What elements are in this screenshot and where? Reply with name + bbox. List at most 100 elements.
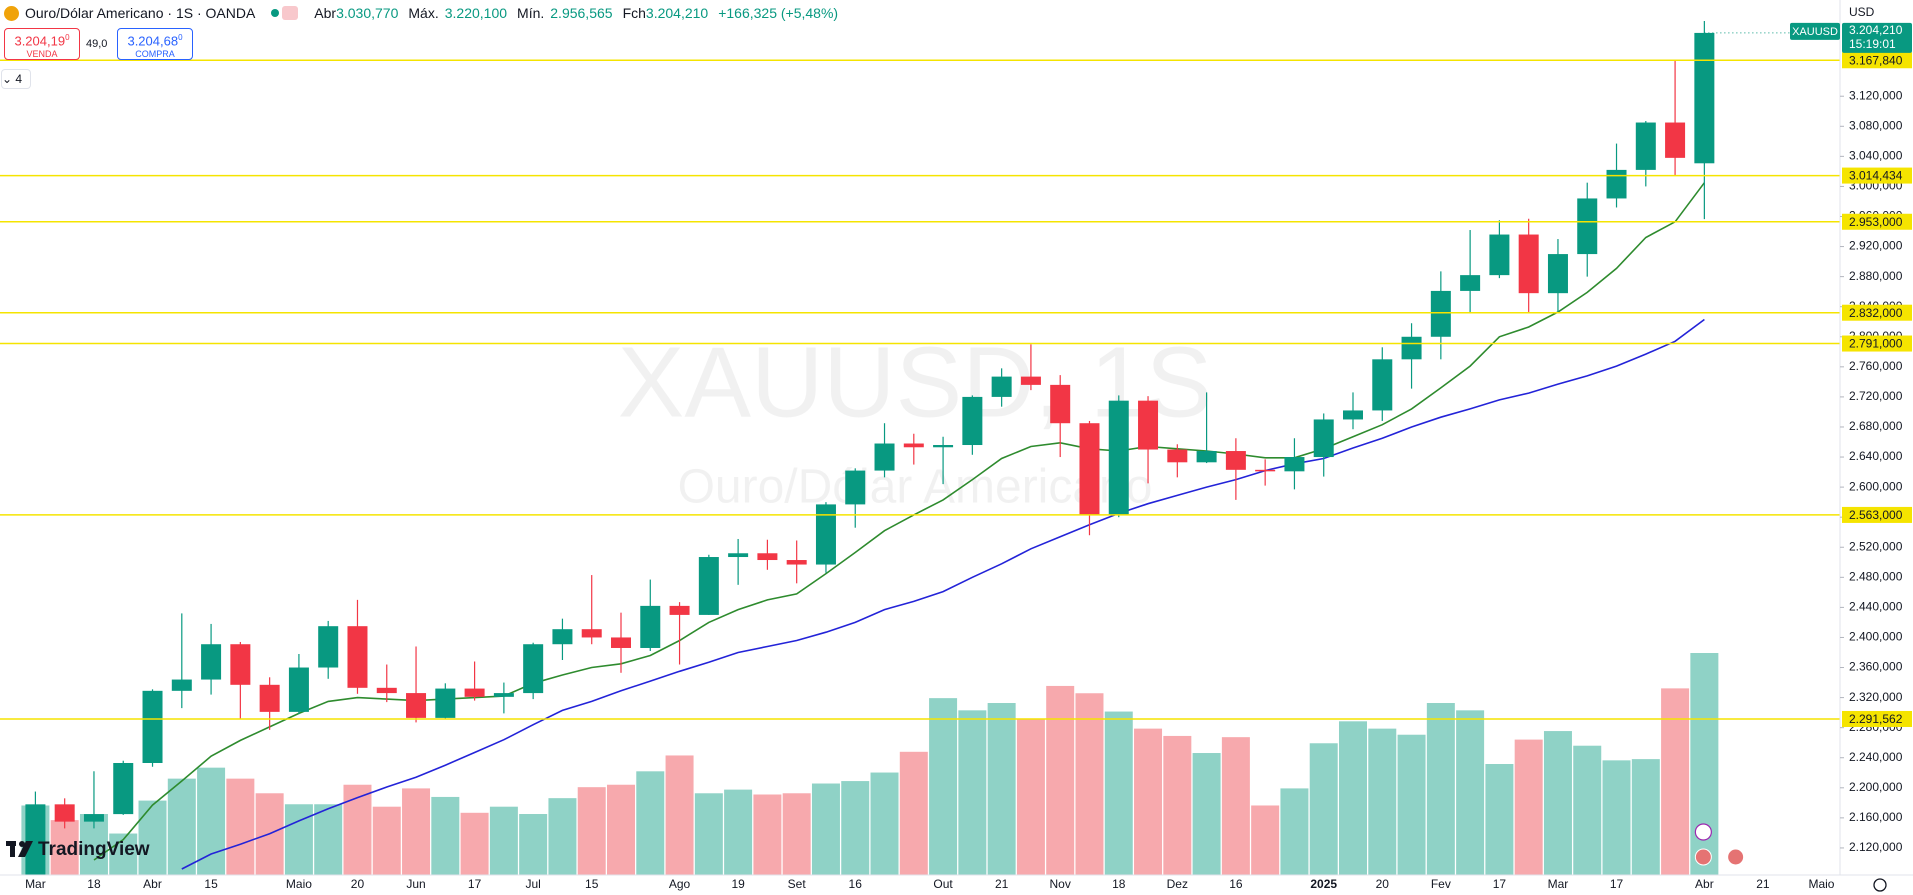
horizontal-line-label: 3.167,840 bbox=[1849, 53, 1903, 67]
candle-body bbox=[1167, 449, 1188, 463]
volume-bar bbox=[870, 772, 899, 875]
candle-body bbox=[493, 693, 514, 697]
y-tick-label: 2.520,000 bbox=[1849, 539, 1903, 553]
volume-bar bbox=[402, 788, 431, 875]
candle-body bbox=[962, 396, 983, 446]
high-value: 3.220,100 bbox=[444, 5, 508, 21]
sell-price-sup: 0 bbox=[65, 33, 70, 42]
logo-mark bbox=[10, 841, 15, 857]
y-tick-label: 3.120,000 bbox=[1849, 88, 1903, 102]
watermark-description: Ouro/Dólar Americano bbox=[678, 461, 1153, 514]
candle-body bbox=[54, 804, 75, 822]
volume-bar bbox=[343, 784, 372, 875]
candle-body bbox=[874, 443, 895, 471]
candle-body bbox=[1694, 32, 1715, 164]
volume-bar bbox=[1192, 753, 1221, 875]
close-label: Fch bbox=[622, 5, 646, 21]
high-label: Máx. bbox=[408, 5, 439, 21]
x-tick-label: Ago bbox=[669, 877, 691, 891]
volume-bar bbox=[694, 793, 723, 875]
y-tick-label: 2.160,000 bbox=[1849, 810, 1903, 824]
candle-body bbox=[845, 470, 866, 505]
volume-bar bbox=[1690, 653, 1719, 875]
y-tick-label: 2.240,000 bbox=[1849, 750, 1903, 764]
volume-bar bbox=[1456, 710, 1485, 875]
candle-body bbox=[230, 644, 251, 685]
last-price-badge bbox=[1842, 22, 1912, 53]
volume-bar bbox=[1661, 688, 1690, 875]
candle-body bbox=[376, 687, 397, 694]
candle-body bbox=[815, 504, 836, 565]
volume-bar bbox=[987, 703, 1016, 875]
candle-body bbox=[1430, 290, 1451, 337]
candle-body bbox=[1313, 419, 1334, 458]
change-value: +166,325 (+5,48%) bbox=[718, 5, 839, 21]
volume-bar bbox=[1485, 764, 1514, 875]
horizontal-line-label: 3.014,434 bbox=[1849, 169, 1903, 183]
volume-bar bbox=[1339, 721, 1367, 875]
flag-icon bbox=[1727, 848, 1745, 866]
chevron: ⌄ bbox=[2, 72, 16, 86]
volume-bar bbox=[636, 771, 665, 875]
volume-bar bbox=[1602, 760, 1631, 875]
candle-body bbox=[786, 560, 807, 565]
horizontal-line-label-bg bbox=[1842, 213, 1912, 230]
volume-bar bbox=[958, 710, 987, 875]
candle-body bbox=[201, 644, 222, 680]
indicators-toggle[interactable]: ⌄ 4 bbox=[2, 70, 30, 88]
status-pill[interactable] bbox=[271, 6, 299, 20]
candle-body bbox=[523, 644, 544, 694]
y-tick-label: 2.600,000 bbox=[1849, 479, 1903, 493]
sell-button[interactable]: 3.204,190 VENDA bbox=[4, 28, 80, 60]
flag-icon bbox=[1694, 848, 1712, 866]
volume-bar bbox=[724, 789, 753, 875]
symbol-title[interactable]: Ouro/Dólar Americano · 1S · OANDA bbox=[25, 5, 256, 21]
candle-body bbox=[640, 605, 661, 648]
candle-body bbox=[25, 804, 46, 876]
x-tick-label: Set bbox=[788, 877, 807, 891]
currency[interactable]: USD bbox=[1849, 5, 1875, 19]
time-axis bbox=[0, 875, 1913, 895]
candle-body bbox=[903, 443, 924, 448]
candle-body bbox=[1196, 451, 1217, 463]
horizontal-line-label: 2.953,000 bbox=[1849, 215, 1903, 229]
volume-bar bbox=[460, 812, 489, 875]
candle-body bbox=[1020, 376, 1041, 385]
volume-bar bbox=[197, 767, 226, 875]
x-tick-label: 17 bbox=[468, 877, 482, 891]
candle-body bbox=[1255, 469, 1276, 472]
buy-button[interactable]: 3.204,680 COMPRA bbox=[117, 28, 193, 60]
candle-body bbox=[464, 688, 485, 697]
candle-body bbox=[581, 629, 602, 638]
low-value: 2.956,565 bbox=[550, 5, 613, 21]
x-tick-label: 15 bbox=[585, 877, 599, 891]
candle-body bbox=[1635, 122, 1656, 170]
delay-icon bbox=[282, 6, 299, 20]
candle-body bbox=[1284, 457, 1305, 472]
candle-body bbox=[435, 688, 456, 718]
last-price-label: 3.204,210 bbox=[1849, 23, 1903, 37]
y-tick-label: 2.200,000 bbox=[1849, 780, 1903, 794]
candle-body bbox=[757, 553, 778, 561]
candle-body bbox=[1343, 410, 1363, 420]
y-tick-label: 2.360,000 bbox=[1849, 660, 1903, 674]
volume-bar bbox=[284, 804, 313, 875]
market-open-dot bbox=[271, 9, 280, 17]
volume-bar bbox=[1426, 703, 1455, 875]
candle-body bbox=[83, 814, 104, 822]
volume-bar bbox=[1134, 728, 1163, 875]
volume-bar bbox=[1368, 728, 1397, 875]
candle-body bbox=[1108, 400, 1129, 515]
indicators-count: 4 bbox=[15, 72, 23, 86]
volume-bar bbox=[314, 804, 343, 875]
volume-bar bbox=[1075, 693, 1104, 875]
candle-body bbox=[669, 605, 690, 615]
candle-body bbox=[1518, 234, 1539, 294]
horizontal-line-label-bg bbox=[1842, 335, 1912, 352]
y-tick-label: 3.040,000 bbox=[1849, 149, 1903, 163]
buy-label: COMPRA bbox=[135, 49, 175, 60]
y-tick-label: 2.440,000 bbox=[1849, 600, 1903, 614]
x-tick-label: Mar bbox=[1548, 877, 1569, 891]
horizontal-line-label-bg bbox=[1842, 52, 1912, 69]
